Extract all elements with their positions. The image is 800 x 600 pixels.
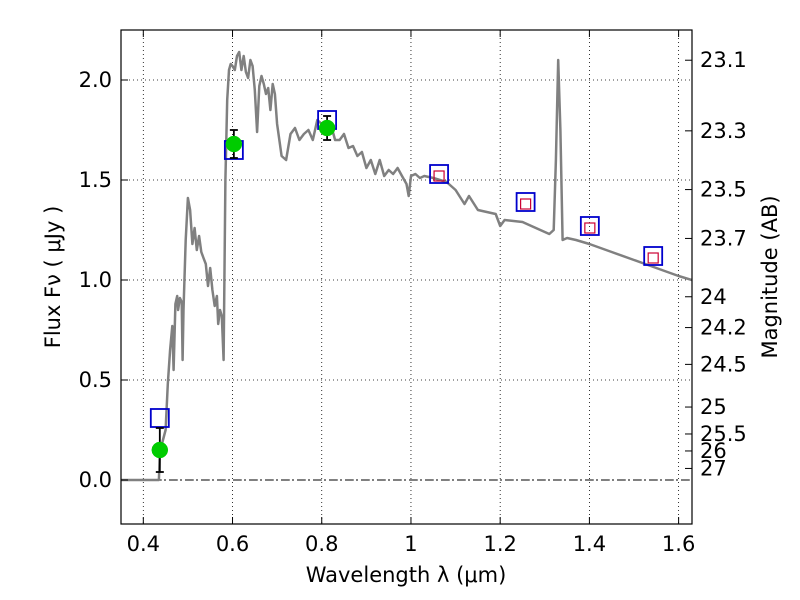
y-tick-label: 0.5: [79, 368, 112, 392]
model-photometry-square: [643, 246, 664, 266]
spectrum-line: [121, 50, 692, 482]
x-tick-label: 0.4: [127, 532, 160, 556]
right-tick-label: 25.5: [700, 422, 747, 446]
right-tick-label: 24.2: [700, 316, 747, 340]
right-tick-label: 26: [700, 439, 727, 463]
observed-flux-point: [151, 441, 169, 459]
right-tick-label: 23.3: [700, 119, 747, 143]
model-photometry-square: [579, 216, 600, 236]
right-tick-label: 23.1: [700, 48, 747, 72]
plot-area: [121, 50, 692, 482]
x-tick-label: 1.2: [483, 532, 516, 556]
right-tick-label: 25: [700, 395, 727, 419]
y-tick-label: 1.5: [79, 168, 112, 192]
plot-frame: [120, 29, 693, 525]
x-axis-label: Wavelength λ (μm): [306, 563, 507, 587]
x-axis-ticks: 0.4 0.6 0.8 1 1.2 1.4 1.6: [127, 30, 695, 556]
right-tick-label: 24: [700, 285, 727, 309]
right-axis-label: Magnitude (AB): [758, 195, 782, 358]
x-tick-label: 0.8: [305, 532, 338, 556]
upper-limit-marker: [433, 170, 445, 182]
y-tick-label: 1.0: [79, 268, 112, 292]
upper-limit-marker: [520, 198, 532, 210]
series-layer: [121, 50, 692, 482]
x-tick-label: 1: [404, 532, 417, 556]
model-photometry-square: [515, 192, 536, 212]
model-photometry-square: [149, 408, 170, 428]
x-tick-label: 0.6: [216, 532, 249, 556]
observed-flux-point: [225, 135, 243, 153]
y-tick-label: 0.0: [79, 468, 112, 492]
observed-flux-point: [318, 119, 336, 137]
x-tick-label: 1.4: [573, 532, 606, 556]
y-axis-ticks: 0.0 0.5 1.0 1.5 2.0: [79, 68, 128, 492]
right-tick-label: 24.5: [700, 352, 747, 376]
right-tick-label: 23.5: [700, 178, 747, 202]
x-tick-label: 1.6: [662, 532, 695, 556]
upper-limit-marker: [584, 222, 596, 234]
right-tick-label: 23.7: [700, 226, 747, 250]
model-photometry-square: [429, 164, 449, 184]
y-axis-label: Flux Fν ( μJy ): [41, 206, 65, 349]
right-tick-label: 27: [700, 456, 727, 480]
upper-limit-marker: [647, 252, 659, 264]
y-tick-label: 2.0: [79, 68, 112, 92]
